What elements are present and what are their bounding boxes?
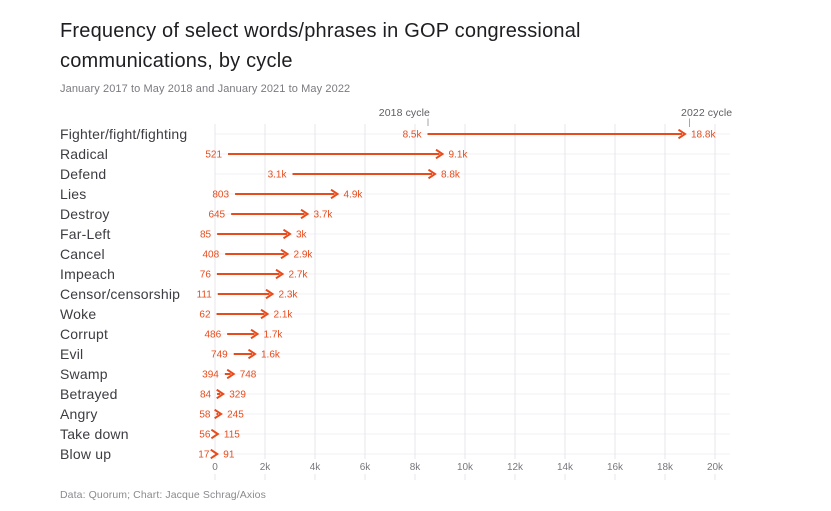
- category-label: Lies: [60, 186, 86, 202]
- start-value-label: 85: [200, 230, 212, 241]
- category-label: Cancel: [60, 246, 105, 262]
- category-label: Evil: [60, 346, 83, 362]
- arrow-head: [216, 388, 226, 400]
- start-value-label: 521: [205, 150, 222, 161]
- end-value-label: 115: [224, 430, 240, 441]
- credit-line: Data: Quorum; Chart: Jacque Schrag/Axios: [60, 489, 266, 501]
- axis-tick-label: 16k: [607, 462, 624, 473]
- axis-tick-label: 20k: [707, 462, 724, 473]
- end-value-label: 245: [227, 410, 244, 421]
- category-label: Angry: [60, 406, 98, 422]
- arrow-head: [330, 188, 340, 200]
- start-value-label: 645: [208, 210, 225, 221]
- end-value-label: 8.8k: [441, 170, 461, 181]
- arrow-head: [427, 168, 437, 180]
- category-label: Fighter/fight/fighting: [60, 126, 187, 142]
- category-label: Woke: [60, 306, 96, 322]
- start-value-label: 3.1k: [268, 170, 288, 181]
- axis-tick-label: 2k: [260, 462, 272, 473]
- arrow-head: [282, 228, 292, 240]
- end-value-label: 3.7k: [314, 210, 334, 221]
- arrow-head: [247, 348, 257, 360]
- category-label: Defend: [60, 166, 106, 182]
- start-value-label: 749: [211, 350, 228, 361]
- arrow-head: [214, 408, 223, 420]
- start-value-label: 17: [198, 450, 210, 461]
- end-value-label: 9.1k: [449, 150, 469, 161]
- axis-tick-label: 4k: [310, 462, 322, 473]
- axis-tick-label: 14k: [557, 462, 574, 473]
- axis-tick-label: 12k: [507, 462, 524, 473]
- arrow-head: [300, 208, 310, 220]
- end-value-label: 2.1k: [274, 310, 294, 321]
- end-value-label: 91: [223, 450, 235, 461]
- start-value-label: 84: [200, 390, 212, 401]
- axis-tick-label: 18k: [657, 462, 674, 473]
- category-label: Impeach: [60, 266, 115, 282]
- arrow-head: [677, 128, 687, 140]
- arrow-head: [280, 248, 290, 260]
- end-value-label: 4.9k: [344, 190, 364, 201]
- start-value-label: 111: [197, 290, 213, 301]
- axis-tick-label: 10k: [457, 462, 474, 473]
- arrow-head: [435, 148, 445, 160]
- end-value-label: 3k: [296, 230, 308, 241]
- start-value-label: 56: [199, 430, 211, 441]
- category-label: Betrayed: [60, 386, 118, 402]
- end-value-label: 18.8k: [691, 130, 716, 141]
- start-value-label: 486: [204, 330, 221, 341]
- category-label: Destroy: [60, 206, 110, 222]
- start-value-label: 408: [203, 250, 220, 261]
- arrow-head: [210, 448, 220, 460]
- category-label: Blow up: [60, 446, 111, 462]
- end-value-label: 1.6k: [261, 350, 281, 361]
- start-value-label: 58: [199, 410, 211, 421]
- end-value-label: 1.7k: [264, 330, 284, 341]
- category-label: Swamp: [60, 366, 108, 382]
- page-subtitle: January 2017 to May 2018 and January 202…: [60, 83, 351, 95]
- end-value-label: 2.7k: [289, 270, 309, 281]
- cycle-label-2018: 2018 cycle: [379, 107, 430, 119]
- arrow-head: [210, 428, 220, 440]
- start-value-label: 62: [199, 310, 211, 321]
- start-value-label: 76: [200, 270, 212, 281]
- start-value-label: 8.5k: [403, 130, 423, 141]
- axis-tick-label: 0: [212, 462, 218, 473]
- category-label: Censor/censorship: [60, 286, 180, 302]
- arrow-head: [275, 268, 285, 280]
- arrow-head: [265, 288, 275, 300]
- cycle-label-2022: 2022 cycle: [681, 107, 732, 119]
- category-label: Far-Left: [60, 226, 111, 242]
- category-label: Radical: [60, 146, 108, 162]
- end-value-label: 748: [240, 370, 257, 381]
- end-value-label: 2.9k: [294, 250, 314, 261]
- end-value-label: 329: [229, 390, 246, 401]
- end-value-label: 2.3k: [279, 290, 299, 301]
- arrow-head: [260, 308, 270, 320]
- start-value-label: 803: [212, 190, 229, 201]
- start-value-label: 394: [202, 370, 219, 381]
- arrow-head: [250, 328, 260, 340]
- axis-tick-label: 8k: [410, 462, 422, 473]
- axis-tick-label: 6k: [360, 462, 372, 473]
- arrow-head: [226, 368, 236, 380]
- category-label: Take down: [60, 426, 129, 442]
- page-title: Frequency of select words/phrases in GOP…: [60, 20, 581, 72]
- category-label: Corrupt: [60, 326, 108, 342]
